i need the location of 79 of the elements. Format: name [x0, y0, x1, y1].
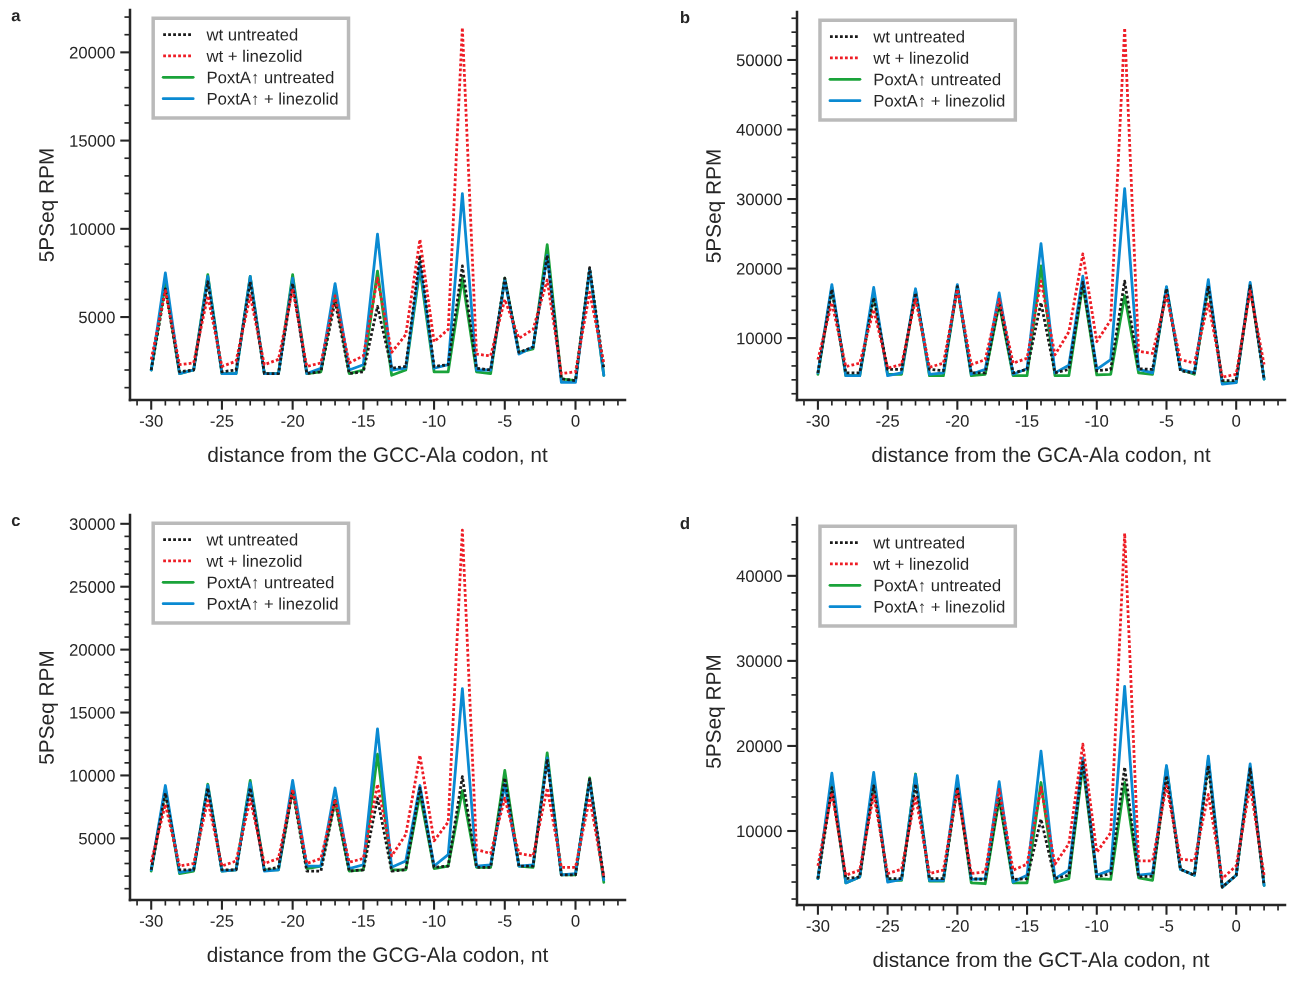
legend-label: PoxtA↑ untreated	[207, 576, 334, 589]
x-tick-label: -15	[352, 415, 375, 427]
y-tick-label: 20000	[69, 644, 115, 656]
x-tick-label: -15	[352, 915, 375, 927]
legend-label: PoxtA↑ + linezolid	[874, 94, 1005, 108]
legend-label: PoxtA↑ untreated	[874, 73, 1001, 86]
x-tick-label: -15	[1015, 415, 1039, 427]
x-tick-label: -20	[946, 920, 969, 932]
line-series	[816, 26, 1266, 379]
y-axis-title: 5PSeq RPM	[39, 149, 58, 262]
x-axis-title: distance from the GCG-Ala codon, nt	[207, 946, 549, 965]
y-tick-label: 10000	[737, 825, 782, 838]
x-tick-label: -20	[281, 915, 305, 927]
x-tick-label: 0	[1232, 920, 1241, 932]
x-tick-label: -25	[876, 415, 899, 427]
x-tick-label: -5	[1159, 920, 1174, 932]
x-tick-label: -20	[281, 415, 305, 427]
y-tick-label: 5000	[79, 832, 115, 845]
line-series	[816, 531, 1266, 881]
y-tick-label: 20000	[69, 46, 115, 59]
x-tick-label: -30	[139, 915, 163, 927]
x-tick-label: -25	[210, 915, 234, 927]
y-tick-label: 40000	[736, 123, 782, 136]
legend-label: PoxtA↑ + linezolid	[207, 597, 338, 611]
y-tick-label: 40000	[736, 570, 782, 583]
x-axis-title: distance from the GCT-Ala codon, nt	[873, 951, 1210, 970]
x-tick-label: -5	[1159, 415, 1174, 427]
y-tick-label: 30000	[736, 193, 782, 206]
legend-label: wt untreated	[206, 533, 298, 546]
y-tick-label: 30000	[736, 655, 782, 668]
y-tick-label: 20000	[736, 740, 782, 753]
legend-label: wt + linezolid	[873, 557, 969, 570]
x-tick-label: -30	[806, 415, 830, 427]
legend-label: wt untreated	[873, 30, 964, 43]
chart-title: a	[11, 12, 21, 22]
y-tick-label: 15000	[70, 706, 115, 719]
legend-label: PoxtA↑ + linezolid	[207, 92, 338, 106]
x-tick-label: -10	[422, 915, 446, 927]
x-tick-label: -5	[498, 915, 512, 927]
line-series	[149, 528, 606, 879]
legend-label: PoxtA↑ untreated	[874, 579, 1001, 592]
y-axis-title: 5PSeq RPM	[39, 651, 58, 764]
x-tick-label: 0	[1232, 415, 1241, 427]
y-tick-label: 10000	[70, 769, 115, 782]
y-tick-label: 50000	[736, 54, 782, 67]
x-axis-title: distance from the GCA-Ala codon, nt	[872, 446, 1211, 465]
x-tick-label: -25	[210, 415, 234, 427]
x-tick-label: -5	[498, 415, 512, 427]
x-tick-label: -30	[806, 920, 830, 932]
x-tick-label: 0	[571, 915, 580, 927]
x-tick-label: -25	[876, 920, 899, 932]
legend-label: wt + linezolid	[206, 554, 302, 567]
legend-label: PoxtA↑ untreated	[207, 71, 334, 84]
y-tick-label: 25000	[69, 581, 115, 593]
chart-title: c	[11, 516, 20, 527]
chart-title: b	[680, 10, 690, 24]
x-axis-title: distance from the GCC-Ala codon, nt	[208, 446, 548, 465]
x-tick-label: 0	[571, 415, 580, 427]
x-tick-label: -10	[422, 415, 446, 427]
legend-label: wt + linezolid	[206, 49, 302, 62]
x-tick-label: -10	[1085, 920, 1109, 932]
y-tick-label: 5000	[79, 311, 115, 324]
y-axis-title: 5PSeq RPM	[706, 150, 725, 263]
legend-label: wt + linezolid	[873, 51, 969, 64]
y-tick-label: 20000	[736, 262, 782, 275]
line-series	[149, 26, 606, 375]
chart-title: d	[680, 516, 689, 530]
legend-label: wt untreated	[873, 536, 964, 549]
y-tick-label: 15000	[70, 134, 115, 147]
x-tick-label: -20	[946, 415, 969, 427]
x-tick-label: -10	[1085, 415, 1109, 427]
y-axis-title: 5PSeq RPM	[706, 655, 725, 768]
y-tick-label: 30000	[69, 518, 115, 531]
legend-label: wt untreated	[206, 28, 298, 41]
x-tick-label: -15	[1015, 920, 1039, 932]
x-tick-label: -30	[139, 415, 163, 427]
y-tick-label: 10000	[737, 332, 782, 345]
legend-label: PoxtA↑ + linezolid	[874, 600, 1005, 614]
y-tick-label: 10000	[70, 223, 115, 236]
